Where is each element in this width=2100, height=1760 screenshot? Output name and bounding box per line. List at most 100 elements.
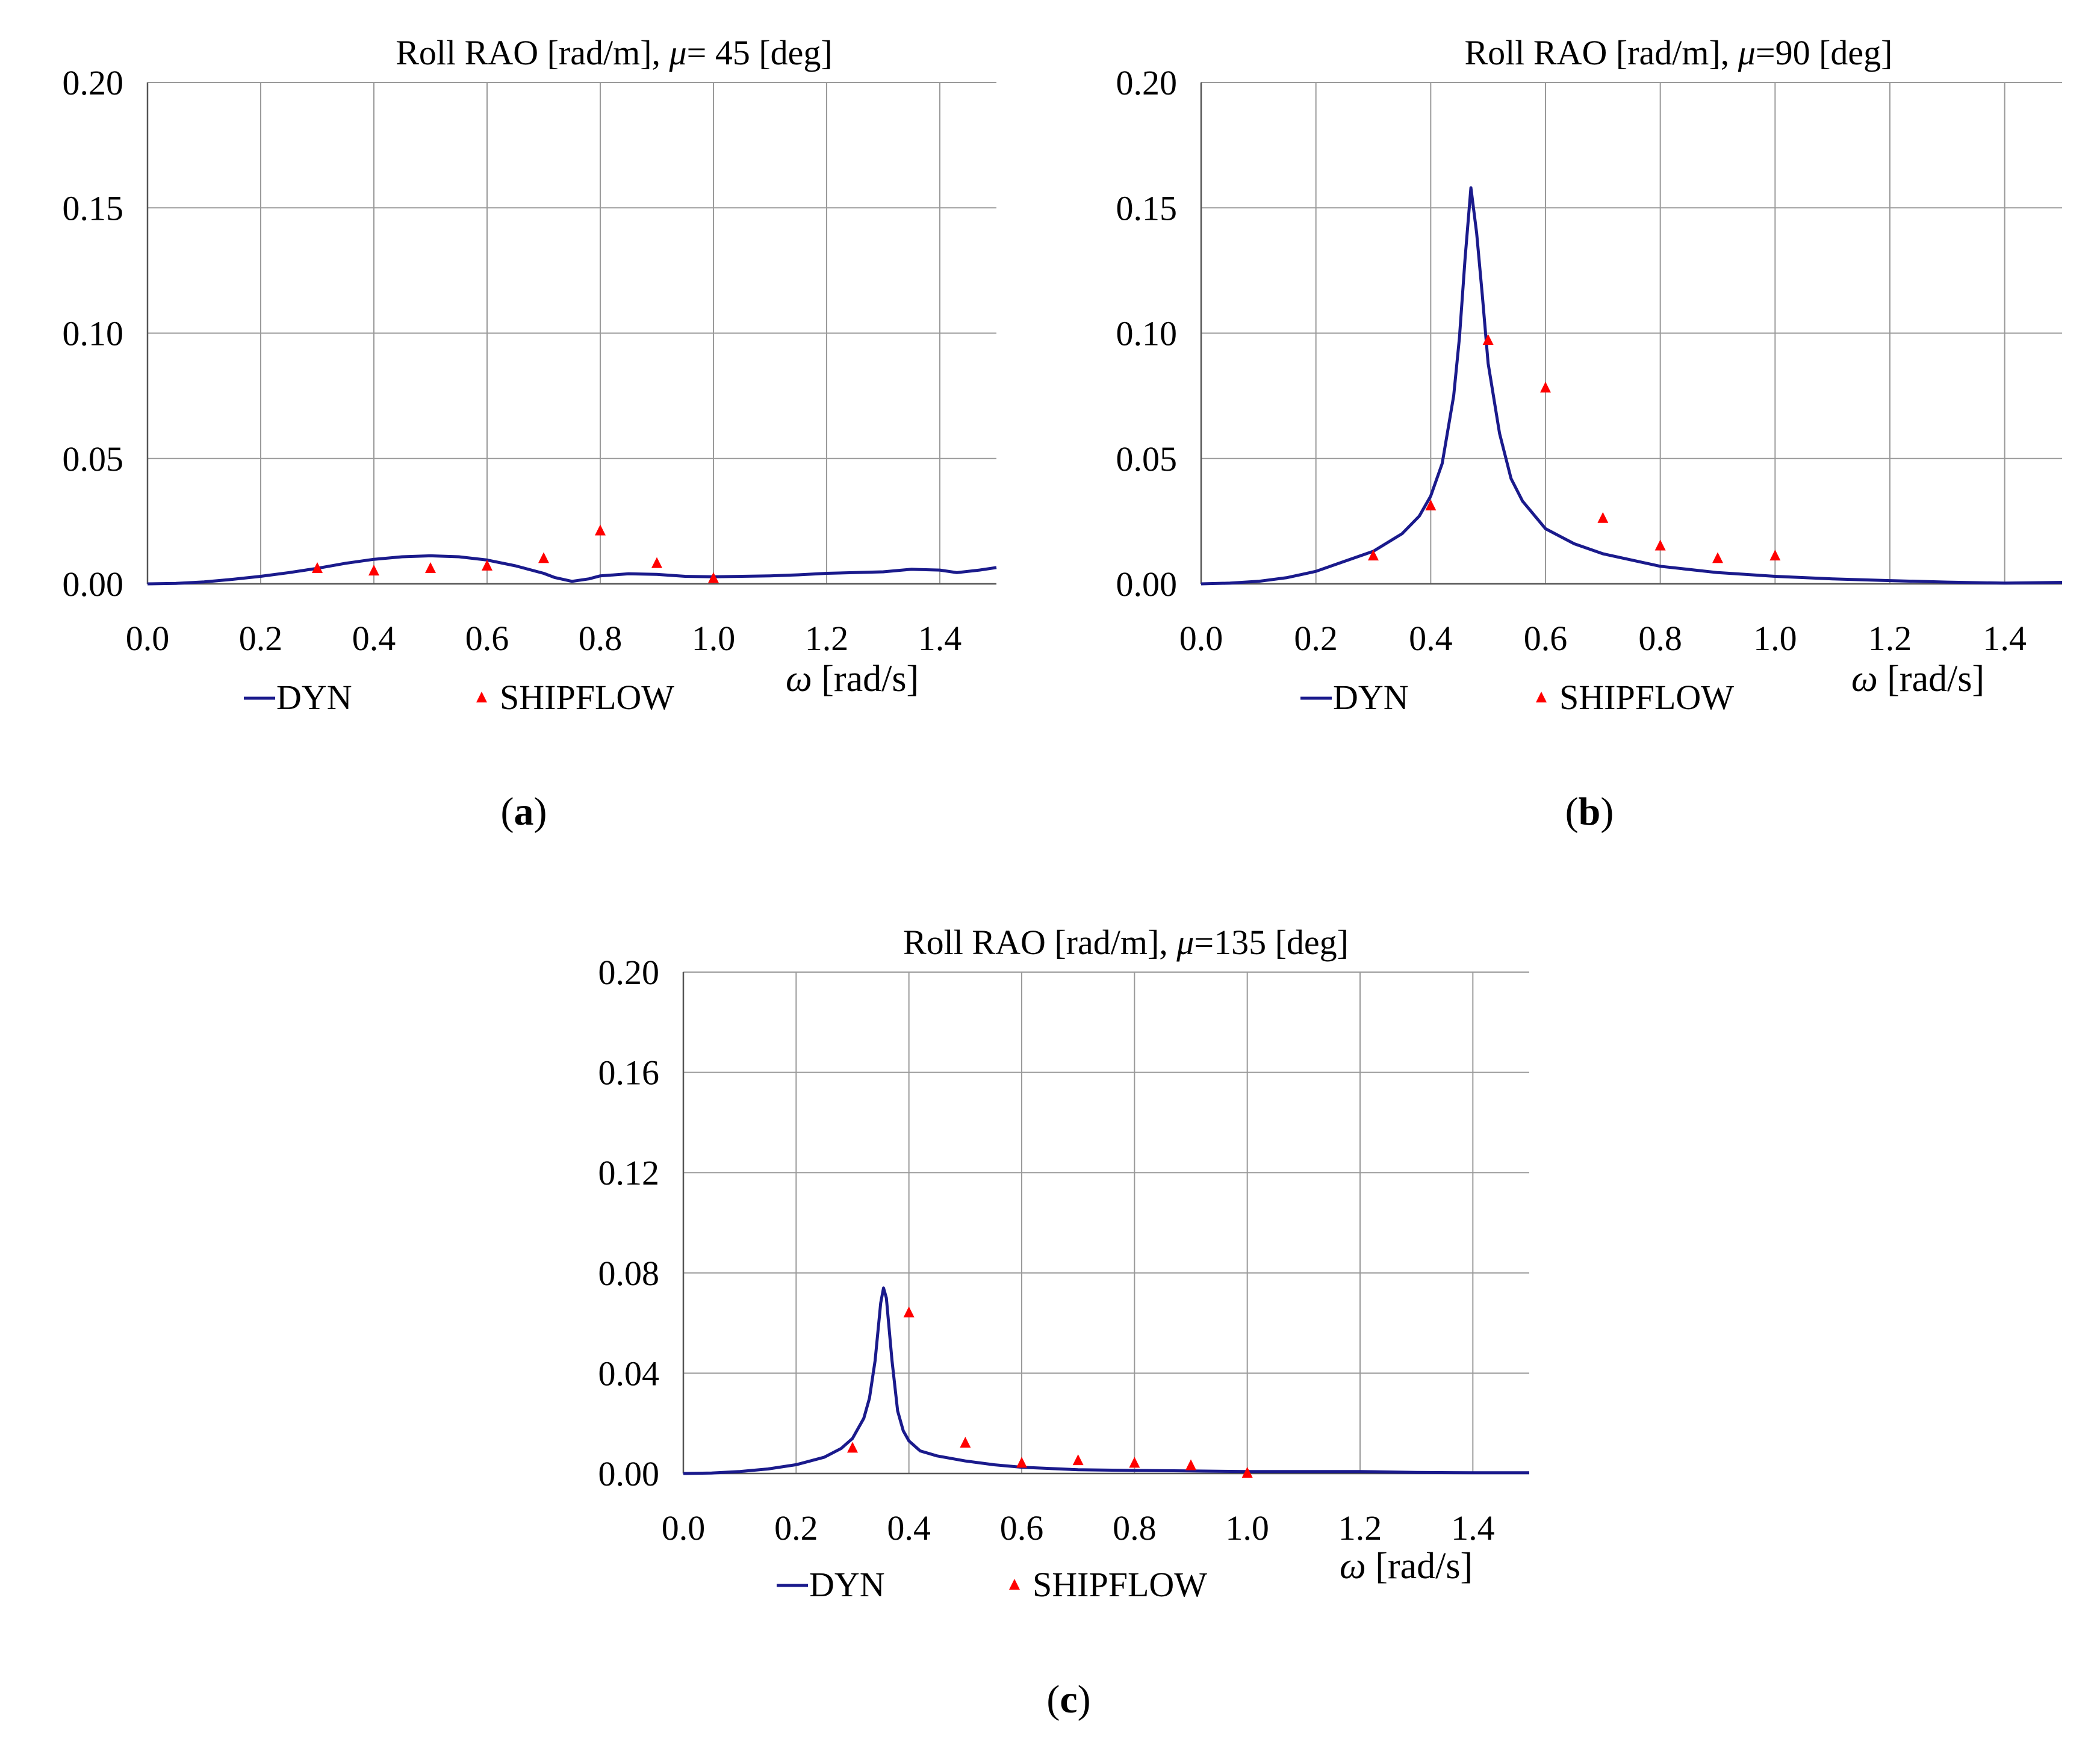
y-tick-label: 0.05 (63, 439, 124, 479)
chart-title-text: Roll RAO [rad/m], (903, 923, 1176, 962)
legend-shipflow-marker (476, 692, 487, 702)
x-axis-label: ω [rad/s] (786, 658, 919, 699)
omega-symbol: ω (1340, 1546, 1366, 1587)
shipflow-marker (1129, 1457, 1140, 1467)
shipflow-marker (538, 552, 549, 563)
x-tick-label: 0.8 (579, 619, 623, 658)
x-axis-unit: [rad/s] (812, 658, 919, 699)
chart-panel-b: 0.00 0.05 0.10 0.15 0.20 0.0 0.2 0.4 0.6 0.8 1.0 1.… (1116, 33, 2063, 834)
chart-title-suffix: =135 [deg] (1194, 923, 1349, 962)
shipflow-marker (1712, 552, 1723, 563)
panel-label-letter: b (1579, 790, 1601, 834)
y-tick-label: 0.00 (1116, 565, 1178, 604)
shipflow-marker (1185, 1460, 1196, 1470)
shipflow-marker (960, 1437, 971, 1448)
x-tick-label: 0.4 (887, 1508, 931, 1548)
legend-shipflow-label: SHIPFLOW (500, 678, 674, 717)
panel-label: (c) (1046, 1678, 1090, 1721)
shipflow-marker (1073, 1454, 1084, 1465)
x-tick-label: 0.2 (774, 1508, 818, 1548)
legend-shipflow-marker (1536, 692, 1547, 702)
legend-dyn-label: DYN (276, 678, 352, 717)
legend-dyn-label: DYN (1333, 678, 1409, 717)
shipflow-marker (368, 565, 379, 575)
chart-title: Roll RAO [rad/m], μ= 45 [deg] (396, 33, 833, 72)
panel-label-close: ) (1600, 790, 1614, 834)
panel-label-open: ( (1565, 790, 1579, 834)
y-tick-label: 0.10 (1116, 314, 1178, 353)
x-tick-label: 0.0 (1179, 619, 1223, 658)
x-tick-label: 0.6 (1524, 619, 1568, 658)
y-tick-label: 0.08 (598, 1254, 660, 1293)
x-axis-unit: [rad/s] (1366, 1546, 1473, 1587)
series-line-dyn (148, 556, 996, 584)
x-tick-label: 0.6 (1000, 1508, 1044, 1548)
x-tick-label: 0.8 (1113, 1508, 1157, 1548)
y-tick-label: 0.00 (63, 565, 124, 604)
x-tick-label: 1.4 (1983, 619, 2027, 658)
shipflow-marker (1016, 1457, 1027, 1467)
chart-title-text: Roll RAO [rad/m], (396, 33, 669, 72)
y-tick-label: 0.20 (63, 63, 124, 102)
x-tick-label: 1.2 (1868, 619, 1912, 658)
y-tick-label: 0.15 (1116, 188, 1178, 228)
y-tick-label: 0.04 (598, 1354, 660, 1393)
x-tick-label: 0.2 (239, 619, 283, 658)
x-tick-label: 0.0 (126, 619, 170, 658)
shipflow-marker (1540, 382, 1551, 392)
series-line-dyn (683, 1288, 1529, 1473)
chart-title-suffix: = 45 [deg] (687, 33, 833, 72)
shipflow-marker (425, 562, 436, 573)
x-axis-label: ω [rad/s] (1851, 658, 1984, 699)
legend-shipflow-label: SHIPFLOW (1033, 1565, 1207, 1604)
panel-label-close: ) (1078, 1678, 1091, 1721)
x-tick-label: 1.0 (1753, 619, 1797, 658)
series-line-dyn (1201, 188, 2062, 584)
x-axis-unit: [rad/s] (1878, 658, 1984, 699)
x-tick-label: 0.0 (662, 1508, 706, 1548)
x-tick-label: 0.2 (1294, 619, 1338, 658)
x-tick-label: 0.8 (1638, 619, 1682, 658)
omega-symbol: ω (1851, 658, 1878, 699)
panel-label-open: ( (1046, 1678, 1060, 1721)
x-tick-label: 1.0 (692, 619, 736, 658)
shipflow-marker (1597, 512, 1608, 523)
chart-title-suffix: =90 [deg] (1756, 33, 1893, 72)
panel-label-letter: c (1060, 1678, 1077, 1721)
panel-label-open: ( (501, 790, 514, 834)
panel-label: (a) (501, 790, 547, 834)
legend-shipflow-marker (1009, 1579, 1020, 1590)
y-tick-label: 0.10 (63, 314, 124, 353)
chart-title: Roll RAO [rad/m], μ=90 [deg] (1464, 33, 1892, 72)
chart-title: Roll RAO [rad/m], μ=135 [deg] (903, 923, 1349, 962)
x-tick-label: 0.4 (1409, 619, 1453, 658)
legend-dyn-label: DYN (809, 1565, 885, 1604)
chart-panel-a: 0.00 0.05 0.10 0.15 0.20 0.0 0.2 0.4 0.6 0.8 1.0 1.… (63, 33, 997, 834)
mu-symbol: μ (669, 33, 687, 72)
y-tick-label: 0.12 (598, 1153, 660, 1192)
chart-panel-c: 0.00 0.04 0.08 0.12 0.16 0.20 0.0 0.2 0.4 0.6 0.8 1… (598, 923, 1530, 1721)
mu-symbol: μ (1176, 923, 1194, 962)
y-tick-label: 0.20 (598, 953, 660, 992)
y-tick-label: 0.05 (1116, 439, 1178, 479)
x-tick-label: 1.4 (918, 619, 962, 658)
x-tick-label: 1.2 (805, 619, 849, 658)
x-tick-label: 0.6 (465, 619, 509, 658)
panel-label-close: ) (534, 790, 547, 834)
shipflow-marker (595, 525, 606, 536)
x-axis-label: ω [rad/s] (1340, 1546, 1473, 1587)
y-tick-label: 0.16 (598, 1053, 660, 1092)
x-tick-label: 1.0 (1225, 1508, 1269, 1548)
shipflow-marker (1655, 540, 1666, 551)
x-tick-label: 0.4 (352, 619, 396, 658)
shipflow-marker (1769, 550, 1780, 560)
chart-title-text: Roll RAO [rad/m], (1464, 33, 1738, 72)
y-tick-label: 0.00 (598, 1454, 660, 1493)
panel-label-letter: a (514, 790, 534, 834)
x-tick-label: 1.2 (1338, 1508, 1382, 1548)
mu-symbol: μ (1738, 33, 1756, 72)
shipflow-marker (651, 557, 662, 568)
x-tick-label: 1.4 (1451, 1508, 1495, 1548)
y-tick-label: 0.20 (1116, 63, 1178, 102)
figure-canvas: 0.00 0.05 0.10 0.15 0.20 0.0 0.2 0.4 0.6 0.8 1.0 1.… (0, 0, 2100, 1760)
